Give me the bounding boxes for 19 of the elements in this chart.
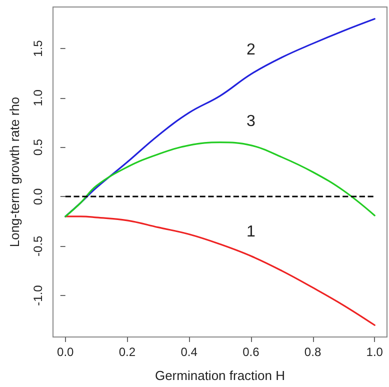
x-tick-label: 0.2: [118, 345, 136, 359]
series-label: 1: [246, 223, 256, 240]
y-tick-label: 1.0: [31, 89, 45, 106]
y-tick-label: -1.0: [31, 284, 45, 306]
line-series: [64, 142, 376, 218]
series-label: 2: [246, 42, 256, 59]
line-series: [64, 216, 376, 326]
y-tick-label: -0.5: [31, 235, 45, 256]
y-tick-label: 0.5: [31, 138, 45, 156]
series-label: 3: [246, 112, 256, 130]
y-axis-title: Long-term growth rate rho: [7, 96, 22, 248]
x-tick-label: 0.6: [242, 345, 260, 359]
y-tick-label: 0.0: [31, 188, 45, 206]
y-tick-label: 1.5: [31, 40, 45, 57]
x-tick-label: 0.8: [304, 345, 322, 359]
x-tick-label: 0.4: [180, 345, 198, 359]
x-axis-title: Germination fraction H: [154, 368, 286, 383]
x-tick-label: 0.0: [57, 345, 74, 359]
x-tick-label: 1.0: [366, 345, 384, 359]
